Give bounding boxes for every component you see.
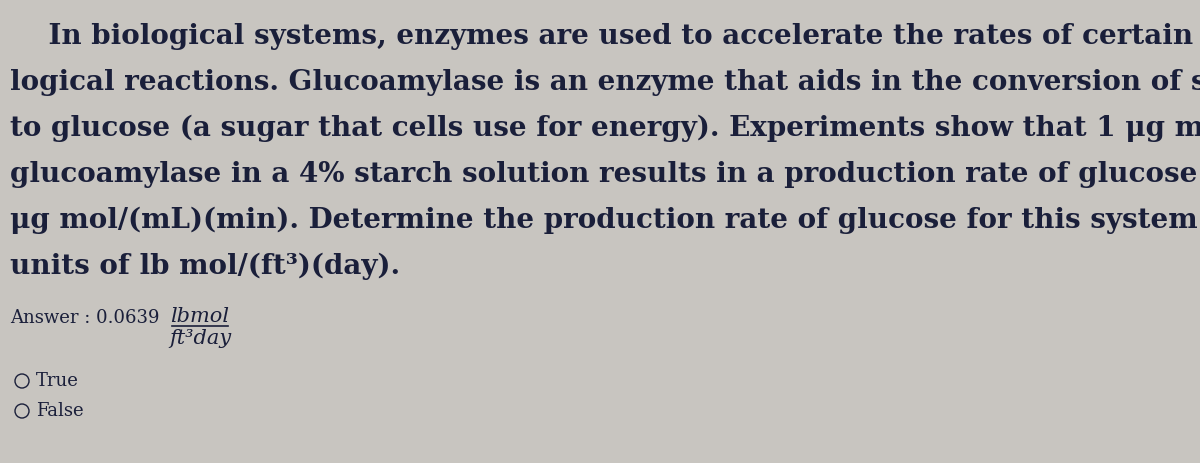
- Text: In biological systems, enzymes are used to accelerate the rates of certain bio-: In biological systems, enzymes are used …: [10, 23, 1200, 50]
- Text: logical reactions. Glucoamylase is an enzyme that aids in the conversion of star: logical reactions. Glucoamylase is an en…: [10, 69, 1200, 96]
- Text: units of lb mol/(ft³)(day).: units of lb mol/(ft³)(day).: [10, 253, 400, 281]
- Text: glucoamylase in a 4% starch solution results in a production rate of glucose of : glucoamylase in a 4% starch solution res…: [10, 161, 1200, 188]
- Text: False: False: [36, 402, 84, 420]
- Text: μg mol/(mL)(min). Determine the production rate of glucose for this system in th: μg mol/(mL)(min). Determine the producti…: [10, 207, 1200, 234]
- Text: to glucose (a sugar that cells use for energy). Experiments show that 1 μg mol o: to glucose (a sugar that cells use for e…: [10, 115, 1200, 142]
- Text: ft³day: ft³day: [169, 329, 232, 348]
- Text: Answer : 0.0639: Answer : 0.0639: [10, 309, 160, 327]
- Text: lbmol: lbmol: [170, 307, 229, 326]
- Text: True: True: [36, 372, 79, 390]
